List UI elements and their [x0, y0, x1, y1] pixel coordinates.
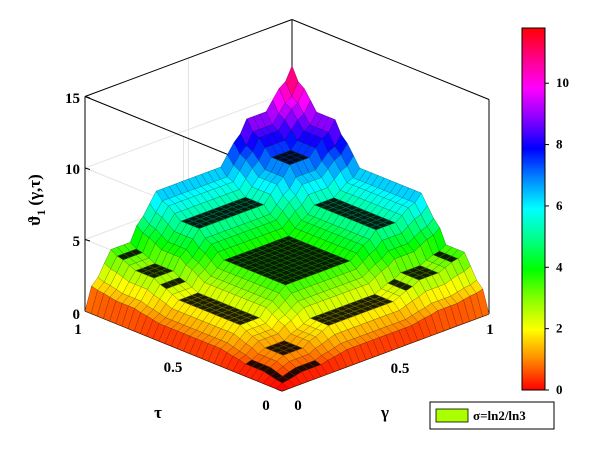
z-tick-label: 10 [65, 162, 80, 178]
z-axis-label-main: ϑ [25, 216, 44, 226]
x-tick-label: 0 [294, 398, 302, 414]
legend-label: σ=ln2/ln3 [473, 408, 526, 423]
z-tick-mark [84, 167, 91, 170]
legend: σ=ln2/ln3 [429, 401, 555, 430]
z-axis-label: ϑ1 (γ,τ) [25, 174, 48, 226]
surface-patch [275, 382, 289, 392]
z-axis-ticks: 0 5 10 15 [65, 91, 80, 323]
z-tick-label: 0 [73, 307, 81, 323]
x-tick-label: 1 [486, 322, 494, 338]
y-tick-label: 1 [74, 322, 82, 338]
z-axis-label-args: (γ,τ) [25, 174, 44, 205]
z-tick-mark [84, 96, 91, 99]
colorbar-tick-label: 6 [556, 198, 563, 213]
z-tick-mark [84, 239, 91, 242]
colorbar: 0 2 4 6 8 10 [521, 27, 569, 397]
y-axis-ticks: 1 0.5 0 [74, 322, 270, 414]
colorbar-tick-label: 4 [556, 259, 563, 274]
x-axis-label: γ [380, 403, 389, 422]
x-tick-label: 0.5 [391, 361, 410, 377]
surface-plot [84, 65, 490, 392]
y-tick-label: 0.5 [164, 360, 183, 376]
colorbar-tick-label: 2 [556, 321, 563, 336]
colorbar-tick-label: 0 [556, 382, 563, 397]
colorbar-ticks: 0 2 4 6 8 10 [545, 75, 569, 397]
x-axis-ticks: 0 0.5 1 [294, 322, 494, 414]
legend-swatch [435, 408, 469, 423]
z-axis-label-sub: 1 [34, 210, 48, 216]
z-tick-label: 5 [73, 234, 81, 250]
z-tick-label: 15 [65, 91, 80, 107]
colorbar-bar [521, 27, 546, 391]
y-axis-label: τ [154, 403, 162, 422]
colorbar-tick-label: 8 [556, 137, 563, 152]
box-edge [291, 19, 490, 100]
colorbar-tick-label: 10 [556, 75, 569, 90]
box-edge [84, 19, 293, 97]
y-tick-label: 0 [262, 398, 270, 414]
